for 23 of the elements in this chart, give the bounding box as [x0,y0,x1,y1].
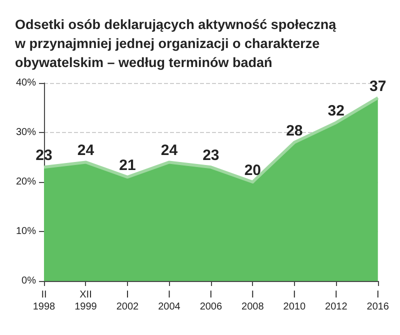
y-tick-label: 40% [16,78,36,88]
data-label: 24 [160,142,178,160]
y-tick-label: 0% [22,276,36,286]
data-label: 23 [202,147,220,164]
data-label: 24 [77,142,95,160]
data-label: 32 [328,102,344,120]
x-tick-label: I 2002 [116,290,140,312]
x-tick-label: I 2008 [242,290,264,312]
x-tick-label: II 1998 [32,290,56,312]
chart-title: Odsetki osób deklarujących aktywność społeczną w przynajmniej jednej organizacji o charakterze obywatelskim – według terminów badań [14,17,337,70]
y-tick-label: 30% [16,127,36,138]
y-tick-label: 10% [16,226,36,237]
x-tick-label: I 2006 [200,290,222,312]
x-tick-label: I 2016 [366,290,390,312]
x-tick-label: XII 1999 [74,290,98,312]
data-label: 28 [286,122,303,140]
x-tick-label: I 2004 [158,290,181,312]
y-tick-label: 20% [16,176,36,188]
x-tick-label: I 2010 [283,290,306,312]
x-tick-label: I 2012 [325,290,348,312]
data-label: 37 [370,78,386,95]
data-label: 20 [244,162,262,179]
data-label: 21 [119,157,136,174]
